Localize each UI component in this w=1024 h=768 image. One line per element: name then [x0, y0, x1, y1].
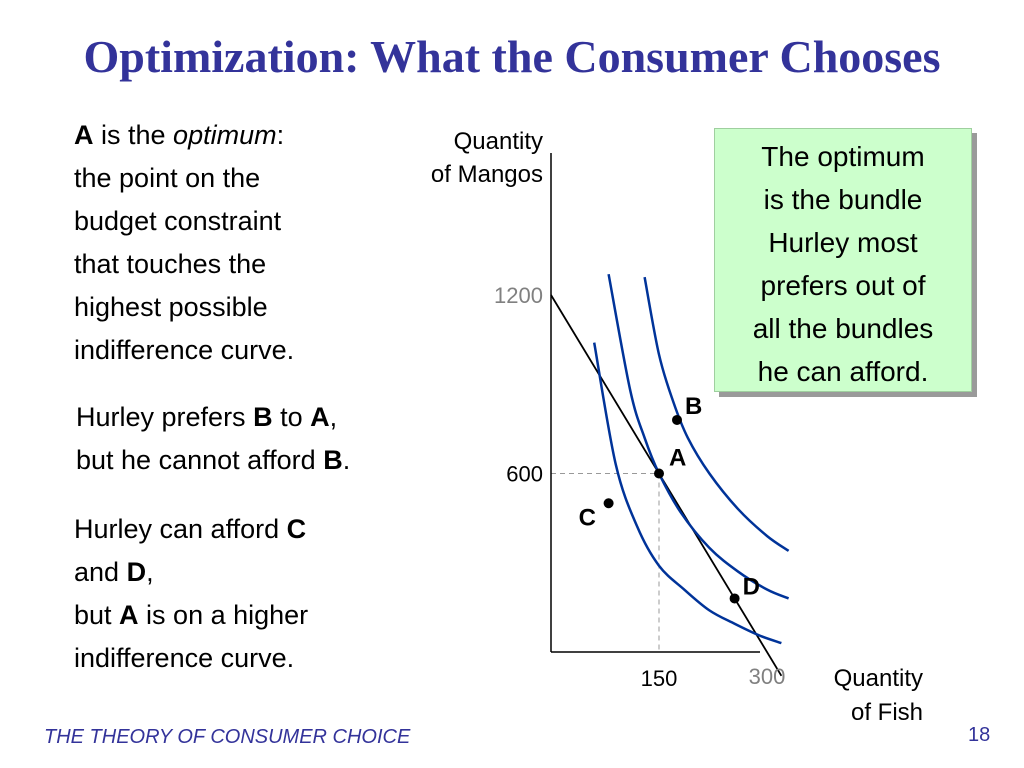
- pref-line-1: Hurley prefers B to A,: [76, 396, 350, 439]
- afford-text-1: Hurley can afford: [74, 514, 287, 544]
- point-c: [603, 498, 614, 509]
- point-a-ref-3: A: [119, 600, 139, 630]
- point-a-ref: A: [74, 120, 94, 150]
- def-line-2: the point on the: [74, 163, 261, 193]
- pref-text-2: to: [272, 402, 311, 432]
- pref-text-5: .: [342, 445, 351, 475]
- x-tick-label-300: 300: [749, 664, 786, 689]
- pref-text-1: Hurley prefers: [76, 402, 254, 432]
- def-line-4: that touches the: [74, 249, 267, 279]
- point-c-label: C: [579, 504, 596, 531]
- x-axis-title-line-2: of Fish: [851, 699, 923, 726]
- indifference-curve-2: [607, 273, 790, 600]
- def-colon: :: [276, 120, 285, 150]
- callout-line: Hurley most: [768, 227, 918, 258]
- x-tick-label-150: 150: [641, 666, 678, 691]
- afford-line-3: but A is on a higher: [74, 594, 308, 637]
- callout-line: all the bundles: [752, 313, 934, 344]
- point-b-ref: B: [253, 402, 273, 432]
- def-line-5: highest possible: [74, 292, 268, 322]
- chart-points: [603, 414, 740, 604]
- pref-text-3: ,: [329, 402, 338, 432]
- point-a: [654, 468, 664, 479]
- chart-labels: Quantity of Mangos Quantity of Fish AB C D…: [431, 128, 923, 726]
- y-tick-label-600: 600: [506, 462, 543, 487]
- callout-line: he can afford.: [757, 356, 929, 387]
- point-b: [672, 414, 682, 425]
- y-axis-title-line-2: of Mangos: [431, 161, 543, 188]
- y-tick-label-1200: 1200: [494, 283, 543, 308]
- afford-text-5: is on a higher: [138, 600, 309, 630]
- afford-line-1: Hurley can afford C: [74, 508, 308, 551]
- page-number: 18: [968, 724, 991, 746]
- indifference-curve-3: [643, 276, 790, 552]
- axes: [550, 153, 760, 653]
- pref-line-2: but he cannot afford B.: [76, 439, 350, 482]
- afford-text-4: but: [74, 600, 120, 630]
- x-axis-title-line-1: Quantity: [834, 665, 923, 692]
- footer-course-title: THE THEORY OF CONSUMER CHOICE: [44, 726, 411, 748]
- def-line-3: budget constraint: [74, 206, 282, 236]
- preference-note: Hurley prefers B to A, but he cannot aff…: [76, 396, 350, 482]
- afford-text-2: and: [74, 557, 127, 587]
- afford-line-2: and D,: [74, 551, 308, 594]
- y-axis-title-line-1: Quantity: [454, 128, 543, 155]
- def-line-1: A is the optimum:: [74, 114, 294, 157]
- def-text: is the: [93, 120, 174, 150]
- afford-line-4: indifference curve.: [74, 643, 295, 673]
- point-d-label: D: [743, 573, 760, 600]
- point-d-ref: D: [126, 557, 147, 587]
- point-c-ref: C: [286, 514, 307, 544]
- optimum-term: optimum: [173, 120, 277, 150]
- point-a-ref-2: A: [310, 402, 330, 432]
- slide-title: Optimization: What the Consumer Chooses: [83, 31, 941, 82]
- indifference-curves: [592, 273, 790, 645]
- point-d: [729, 593, 740, 604]
- callout-line: prefers out of: [760, 270, 926, 301]
- callout-line: is the bundle: [763, 184, 923, 215]
- point-b-ref-2: B: [323, 445, 343, 475]
- def-line-6: indifference curve.: [74, 335, 295, 365]
- indifference-curve-1: [592, 342, 782, 645]
- pref-text-4: but he cannot afford: [76, 445, 324, 475]
- point-b-label: B: [685, 393, 702, 420]
- guide-lines: [551, 473, 660, 652]
- point-a-label: A: [669, 445, 686, 472]
- afford-text-3: ,: [146, 557, 154, 587]
- optimum-callout-box: The optimum is the bundle Hurley most pr…: [714, 128, 972, 392]
- affordability-note: Hurley can afford C and D, but A is on a…: [74, 508, 308, 680]
- optimum-definition: A is the optimum: the point on the budge…: [74, 114, 294, 372]
- callout-line: The optimum: [761, 141, 925, 172]
